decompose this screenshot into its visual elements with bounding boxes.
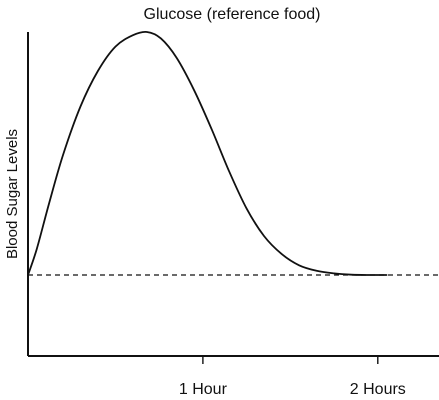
x-tick-label-1: 1 Hour <box>179 381 228 398</box>
glucose-curve <box>27 30 388 276</box>
chart-title: Glucose (reference food) <box>144 6 321 23</box>
x-tick-labels: 1 Hour 2 Hours <box>179 381 406 398</box>
y-axis-label: Blood Sugar Levels <box>4 129 21 259</box>
x-tick-label-2: 2 Hours <box>350 381 406 398</box>
x-tick-marks <box>202 356 379 364</box>
